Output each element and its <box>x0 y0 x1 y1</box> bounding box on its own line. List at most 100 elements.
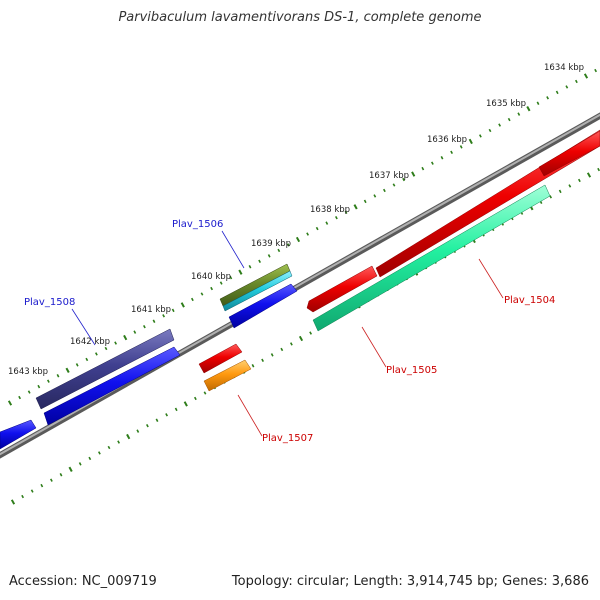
gene-plav-1505[interactable] <box>312 184 551 332</box>
outer-scale-tick <box>286 243 290 247</box>
outer-scale-tick <box>344 210 348 214</box>
outer-scale-tick <box>450 150 454 154</box>
inner-scale-tick <box>126 433 131 440</box>
outer-scale-tick <box>114 341 118 345</box>
inner-scale-tick <box>174 407 178 412</box>
label-plav-1505[interactable]: Plav_1505 <box>386 365 437 376</box>
map-title: Parvibaculum lavamentivorans DS-1, compl… <box>118 10 482 25</box>
outer-scale-tick <box>104 346 108 351</box>
gene-plav-1506-cyan[interactable] <box>222 270 293 312</box>
tick-label-1634: 1634 kbp <box>544 63 584 73</box>
outer-scale-tick <box>555 90 559 95</box>
inner-scale-tick <box>107 445 111 450</box>
tick-label-1638: 1638 kbp <box>310 205 350 215</box>
topology-text: Topology: circular; Length: 3,914,745 bp… <box>231 574 589 589</box>
inner-scale-tick <box>78 462 82 466</box>
gene-plav-1505-upper[interactable] <box>306 265 378 313</box>
tick-label-1637: 1637 kbp <box>369 171 409 181</box>
outer-scale-tick <box>171 308 175 313</box>
label-plav-1507[interactable]: Plav_1507 <box>262 433 313 444</box>
inner-scale-tick <box>193 396 197 401</box>
outer-scale-tick <box>152 319 156 323</box>
connector-plav-1504 <box>478 258 504 299</box>
tick-label-1639: 1639 kbp <box>251 239 291 249</box>
gene-plav-1508[interactable] <box>35 328 175 410</box>
outer-scale-tick <box>325 221 329 225</box>
tick-label-1641: 1641 kbp <box>131 305 171 315</box>
outer-scale-tick <box>440 156 444 160</box>
outer-scale-tick <box>18 395 22 400</box>
gene-plav-1504-segment[interactable] <box>538 130 600 177</box>
inner-scale-tick <box>21 494 25 499</box>
accession-text: Accession: NC_009719 <box>9 574 157 589</box>
outer-scale-tick <box>411 171 416 177</box>
outer-scale-tick <box>392 183 396 187</box>
reverse-strand-genes <box>198 184 551 392</box>
outer-scale-tick <box>546 96 550 100</box>
outer-scale-tick <box>190 297 194 302</box>
outer-scale-ticks <box>7 68 598 406</box>
outer-scale-tick <box>583 73 589 79</box>
inner-scale-tick <box>270 353 274 357</box>
inner-scale-tick <box>597 167 600 172</box>
gene-plav-1507[interactable] <box>203 359 252 392</box>
connector-plav-1507 <box>237 394 263 437</box>
outer-scale-tick <box>517 112 521 116</box>
tick-label-1642: 1642 kbp <box>70 337 110 347</box>
outer-scale-tick <box>306 232 310 236</box>
outer-scale-tick <box>468 138 473 145</box>
inner-scale-tick <box>261 358 265 362</box>
label-plav-1506[interactable]: Plav_1506 <box>172 219 223 230</box>
outer-scale-tick <box>382 188 386 193</box>
outer-scale-tick <box>37 384 41 389</box>
inner-scale-tick <box>289 342 293 346</box>
outer-scale-tick <box>478 134 482 138</box>
gene-blue-left-edge[interactable] <box>0 419 37 450</box>
connector-plav-1506 <box>221 230 245 269</box>
outer-scale-tick <box>295 236 301 243</box>
inner-scale-tick <box>40 483 44 488</box>
outer-scale-tick <box>507 117 511 122</box>
outer-scale-tick <box>229 275 233 280</box>
outer-scale-tick <box>85 357 89 362</box>
outer-scale-tick <box>430 161 434 165</box>
inner-scale-tick <box>49 478 53 482</box>
outer-scale-tick <box>219 281 223 285</box>
inner-scale-tick <box>568 184 572 188</box>
outer-scale-tick <box>536 101 540 105</box>
tick-label-1640: 1640 kbp <box>191 272 231 282</box>
outer-scale-tick <box>200 292 204 296</box>
outer-scale-tick <box>238 269 243 275</box>
outer-scale-tick <box>123 334 128 341</box>
outer-scale-tick <box>574 79 578 84</box>
outer-scale-tick <box>526 106 531 112</box>
outer-scale-tick <box>65 367 70 373</box>
outer-scale-tick <box>46 379 50 383</box>
outer-scale-tick <box>363 199 367 204</box>
gene-blue-1642[interactable] <box>43 346 181 426</box>
gene-plav-1507-red[interactable] <box>198 343 243 374</box>
inner-scale-tick <box>68 466 73 472</box>
inner-scale-tick <box>165 413 169 417</box>
outer-scale-tick <box>56 374 60 378</box>
label-plav-1504[interactable]: Plav_1504 <box>504 295 555 306</box>
inner-scale-tick <box>203 391 207 395</box>
inner-scale-tick <box>251 364 255 368</box>
inner-scale-tick <box>10 499 16 505</box>
outer-scale-tick <box>402 177 406 182</box>
label-plav-1508[interactable]: Plav_1508 <box>24 297 75 308</box>
tick-labels: 1634 kbp 1635 kbp 1636 kbp 1637 kbp 1638… <box>8 63 584 377</box>
label-connectors <box>71 230 504 437</box>
tick-label-1636: 1636 kbp <box>427 135 467 145</box>
outer-scale-tick <box>488 128 492 133</box>
outer-scale-tick <box>459 145 463 149</box>
inner-scale-tick <box>577 178 581 183</box>
outer-scale-tick <box>180 302 185 308</box>
gene-blue-1639[interactable] <box>228 283 298 329</box>
inner-scale-tick <box>145 424 149 428</box>
inner-scale-tick <box>155 418 159 422</box>
outer-scale-tick <box>162 314 166 318</box>
inner-scale-tick <box>280 347 284 352</box>
